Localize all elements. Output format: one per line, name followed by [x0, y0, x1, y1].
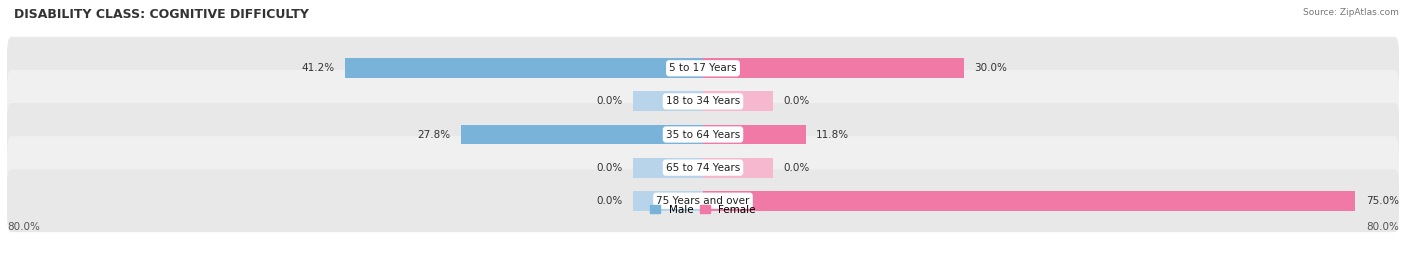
Text: 0.0%: 0.0%	[596, 96, 623, 107]
Text: 5 to 17 Years: 5 to 17 Years	[669, 63, 737, 73]
Text: 30.0%: 30.0%	[974, 63, 1007, 73]
Text: 11.8%: 11.8%	[815, 129, 849, 140]
Text: 35 to 64 Years: 35 to 64 Years	[666, 129, 740, 140]
Text: DISABILITY CLASS: COGNITIVE DIFFICULTY: DISABILITY CLASS: COGNITIVE DIFFICULTY	[14, 8, 309, 21]
Bar	[461, 125, 703, 144]
Text: 0.0%: 0.0%	[596, 196, 623, 206]
FancyBboxPatch shape	[7, 136, 1399, 199]
Bar	[703, 158, 773, 178]
Text: 41.2%: 41.2%	[301, 63, 335, 73]
Bar	[344, 58, 703, 78]
Text: 75.0%: 75.0%	[1365, 196, 1399, 206]
Text: 65 to 74 Years: 65 to 74 Years	[666, 162, 740, 173]
Text: 0.0%: 0.0%	[596, 162, 623, 173]
Legend: Male, Female: Male, Female	[648, 203, 758, 217]
Text: 80.0%: 80.0%	[1367, 222, 1399, 232]
Bar	[633, 158, 703, 178]
Text: 0.0%: 0.0%	[783, 96, 810, 107]
FancyBboxPatch shape	[7, 169, 1399, 232]
Text: 0.0%: 0.0%	[783, 162, 810, 173]
Bar	[633, 191, 703, 211]
Bar	[703, 91, 773, 111]
Bar	[633, 91, 703, 111]
Text: Source: ZipAtlas.com: Source: ZipAtlas.com	[1303, 8, 1399, 17]
FancyBboxPatch shape	[7, 70, 1399, 133]
Text: 75 Years and over: 75 Years and over	[657, 196, 749, 206]
Text: 80.0%: 80.0%	[7, 222, 39, 232]
Text: 18 to 34 Years: 18 to 34 Years	[666, 96, 740, 107]
Bar	[703, 58, 965, 78]
Bar	[703, 125, 806, 144]
Bar	[703, 191, 1355, 211]
Text: 27.8%: 27.8%	[418, 129, 451, 140]
FancyBboxPatch shape	[7, 103, 1399, 166]
FancyBboxPatch shape	[7, 37, 1399, 100]
